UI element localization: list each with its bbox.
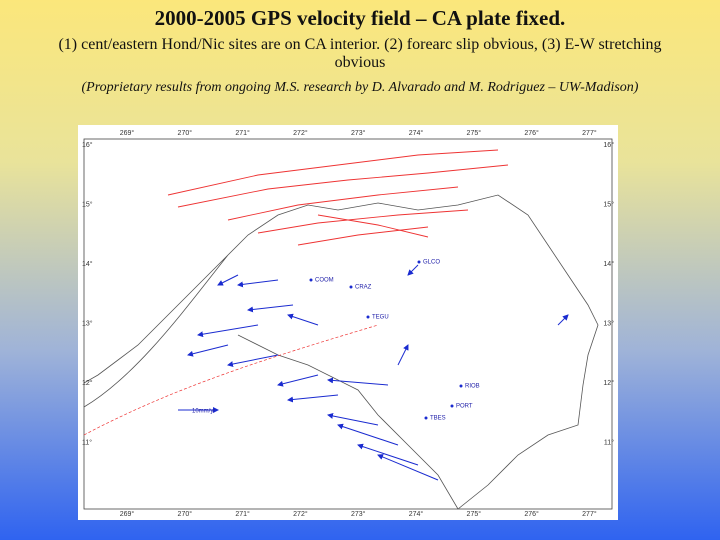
subtitle: (1) cent/eastern Hond/Nic sites are on C… <box>58 36 662 71</box>
latitude-label: 16° <box>603 141 614 149</box>
map-background <box>78 125 618 520</box>
longitude-label: 271° <box>235 510 250 518</box>
station-label: TBES <box>430 416 446 422</box>
station-marker <box>459 384 463 388</box>
station-marker <box>424 416 428 420</box>
longitude-label: 275° <box>467 129 482 137</box>
station-label: COOM <box>315 278 334 284</box>
longitude-label: 271° <box>235 129 250 137</box>
station-label: CRAZ <box>355 285 372 291</box>
latitude-label: 14° <box>82 260 93 268</box>
faults <box>167 149 509 246</box>
coastline <box>83 194 599 510</box>
longitude-label: 275° <box>467 510 482 518</box>
map-frame <box>83 138 613 510</box>
latitude-label: 13° <box>82 319 93 327</box>
latitude-label: 11° <box>604 438 614 446</box>
latitude-label: 16° <box>82 141 93 149</box>
longitude-label: 269° <box>120 510 135 518</box>
longitude-label: 276° <box>524 129 539 137</box>
latitude-label: 14° <box>603 260 614 268</box>
title: 2000-2005 GPS velocity field – CA plate … <box>154 6 566 30</box>
latitude-label: 11° <box>82 438 92 446</box>
station-marker <box>450 404 454 408</box>
station-label: PORT <box>456 404 473 410</box>
credit: (Proprietary results from ongoing M.S. r… <box>81 80 639 95</box>
longitude-label: 277° <box>582 129 597 137</box>
longitude-label: 276° <box>524 510 539 518</box>
station-marker <box>366 315 370 319</box>
longitude-label: 273° <box>351 129 366 137</box>
longitude-label: 270° <box>178 129 193 137</box>
velocity-vectors <box>178 264 569 481</box>
station-marker <box>417 260 421 264</box>
station-label: GLCO <box>423 260 440 266</box>
longitude-label: 272° <box>293 129 308 137</box>
latitude-label: 12° <box>82 379 93 387</box>
latitude-label: 13° <box>603 319 614 327</box>
latitude-label: 15° <box>603 200 614 208</box>
longitude-label: 277° <box>582 510 597 518</box>
station-label: RIOB <box>465 384 480 390</box>
longitude-label: 269° <box>120 129 135 137</box>
longitude-label: 272° <box>293 510 308 518</box>
latitude-label: 12° <box>603 379 614 387</box>
station-label: TEGU <box>372 315 389 321</box>
latitude-label: 15° <box>82 200 93 208</box>
longitude-label: 274° <box>409 129 424 137</box>
longitude-label: 273° <box>351 510 366 518</box>
trench <box>83 324 379 436</box>
station-marker <box>349 285 353 289</box>
longitude-label: 274° <box>409 510 424 518</box>
station-marker <box>309 278 313 282</box>
scale-label: 10mm/yr <box>192 409 215 415</box>
longitude-label: 270° <box>178 510 193 518</box>
map: 269° 269° 270° 270° 271° 271° 272° 272° 273° 273°… <box>78 125 618 520</box>
